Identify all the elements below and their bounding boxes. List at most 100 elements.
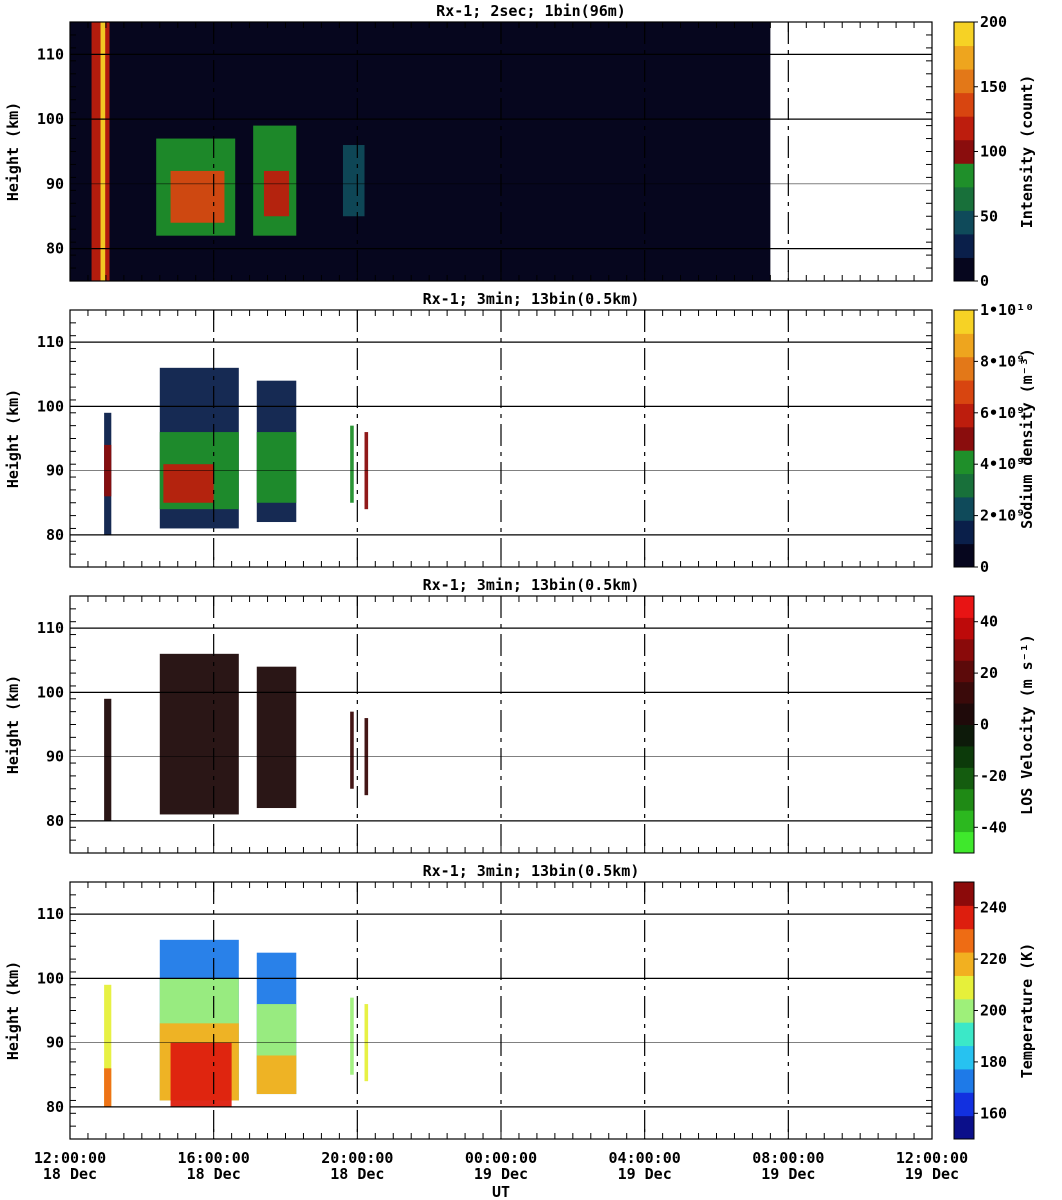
colorbar-swatch <box>954 1115 974 1140</box>
colorbar-swatch <box>954 745 974 768</box>
y-tick-label: 110 <box>37 619 64 637</box>
y-tick-label: 110 <box>37 45 64 63</box>
colorbar-swatch <box>954 596 974 618</box>
x-tick-time: 08:00:00 <box>752 1149 824 1167</box>
colorbar-tick-label: -40 <box>980 818 1007 836</box>
colorbar-swatch <box>954 1022 974 1047</box>
colorbar-swatch <box>954 186 974 211</box>
data-patch <box>342 145 365 217</box>
colorbar-swatch <box>954 520 974 545</box>
colorbar-tick-label: 0 <box>980 272 989 290</box>
data-patch <box>350 711 354 789</box>
colorbar-label: LOS Velocity (m s⁻¹) <box>1018 634 1036 815</box>
colorbar-swatch <box>954 810 974 833</box>
x-tick-date: 19 Dec <box>761 1165 815 1183</box>
colorbar-swatch <box>954 426 974 451</box>
x-tick-time: 12:00:00 <box>34 1149 106 1167</box>
colorbar-swatch <box>954 496 974 521</box>
colorbar-tick-label: 240 <box>980 899 1007 917</box>
colorbar-swatch <box>954 1092 974 1117</box>
panel-title: Rx-1; 3min; 13bin(0.5km) <box>423 576 640 594</box>
colorbar-tick-label: 40 <box>980 613 998 631</box>
data-patch <box>104 1068 112 1107</box>
colorbar-swatch <box>954 617 974 640</box>
colorbar-frame <box>953 309 975 568</box>
y-axis-label: Height (km) <box>4 675 22 774</box>
colorbar-swatch <box>954 139 974 164</box>
colorbar-swatch <box>954 928 974 953</box>
data-patch <box>263 170 290 217</box>
data-patch <box>163 464 214 503</box>
y-tick-label: 90 <box>46 748 64 766</box>
x-tick-date: 19 Dec <box>905 1165 959 1183</box>
y-tick-label: 100 <box>37 110 64 128</box>
colorbar-tick-label: 4•10⁹ <box>980 455 1025 473</box>
colorbar-swatch <box>954 116 974 141</box>
y-tick-label: 90 <box>46 462 64 480</box>
y-axis-label: Height (km) <box>4 961 22 1060</box>
y-tick-label: 100 <box>37 683 64 701</box>
y-tick-label: 100 <box>37 397 64 415</box>
data-patch <box>256 666 297 809</box>
colorbar-tick-label: 50 <box>980 207 998 225</box>
colorbar-swatch <box>954 1068 974 1093</box>
y-axis-label: Height (km) <box>4 102 22 201</box>
x-tick-date: 18 Dec <box>330 1165 384 1183</box>
y-tick-label: 90 <box>46 175 64 193</box>
panel-3 <box>69 595 978 854</box>
colorbar-swatch <box>954 450 974 475</box>
colorbar-swatch <box>954 975 974 1000</box>
x-tick-time: 04:00:00 <box>609 1149 681 1167</box>
colorbar-swatch <box>954 163 974 188</box>
colorbar-tick-label: 2•10⁹ <box>980 507 1025 525</box>
colorbar-label: Temperature (K) <box>1018 943 1036 1078</box>
colorbar-tick-label: 20 <box>980 664 998 682</box>
data-patch <box>104 984 112 1107</box>
colorbar-swatch <box>954 210 974 235</box>
colorbar-swatch <box>954 703 974 725</box>
x-tick-date: 19 Dec <box>618 1165 672 1183</box>
colorbar-swatch <box>954 45 974 70</box>
colorbar-tick-label: 160 <box>980 1104 1007 1122</box>
x-tick-date: 19 Dec <box>474 1165 528 1183</box>
x-axis-label: UT <box>492 1183 510 1200</box>
y-tick-label: 80 <box>46 240 64 258</box>
colorbar-swatch <box>954 724 974 747</box>
colorbar-tick-label: 6•10⁹ <box>980 404 1025 422</box>
colorbar-swatch <box>954 92 974 117</box>
panel-1 <box>69 21 978 282</box>
data-patch <box>170 1042 232 1107</box>
plot-frame <box>69 595 933 854</box>
colorbar-tick-label: 8•10⁹ <box>980 352 1025 370</box>
x-tick-time: 00:00:00 <box>465 1149 537 1167</box>
y-tick-label: 80 <box>46 1098 64 1116</box>
colorbar-swatch <box>954 333 974 358</box>
colorbar-tick-label: 180 <box>980 1053 1007 1071</box>
colorbar-swatch <box>954 831 974 854</box>
plot-frame <box>69 309 933 568</box>
data-patch <box>170 170 225 223</box>
colorbar-tick-label: 150 <box>980 78 1007 96</box>
y-tick-label: 90 <box>46 1034 64 1052</box>
x-tick-date: 18 Dec <box>187 1165 241 1183</box>
colorbar-tick-label: 0 <box>980 558 989 576</box>
y-axis-label: Height (km) <box>4 389 22 488</box>
colorbar-swatch <box>954 380 974 404</box>
colorbar-swatch <box>954 767 974 790</box>
panel-2 <box>69 309 978 568</box>
colorbar-tick-label: 100 <box>980 143 1007 161</box>
colorbar-tick-label: 200 <box>980 1002 1007 1020</box>
y-tick-label: 80 <box>46 526 64 544</box>
colorbar-tick-label: 0 <box>980 716 989 734</box>
data-patch <box>100 22 106 281</box>
colorbar-swatch <box>954 473 974 498</box>
colorbar-tick-label: -20 <box>980 767 1007 785</box>
y-tick-label: 110 <box>37 905 64 923</box>
data-patch <box>350 425 354 503</box>
data-patch <box>256 1055 297 1095</box>
panel-title: Rx-1; 3min; 13bin(0.5km) <box>423 862 640 880</box>
x-tick-time: 16:00:00 <box>178 1149 250 1167</box>
data-patch <box>159 653 239 815</box>
y-tick-label: 80 <box>46 812 64 830</box>
